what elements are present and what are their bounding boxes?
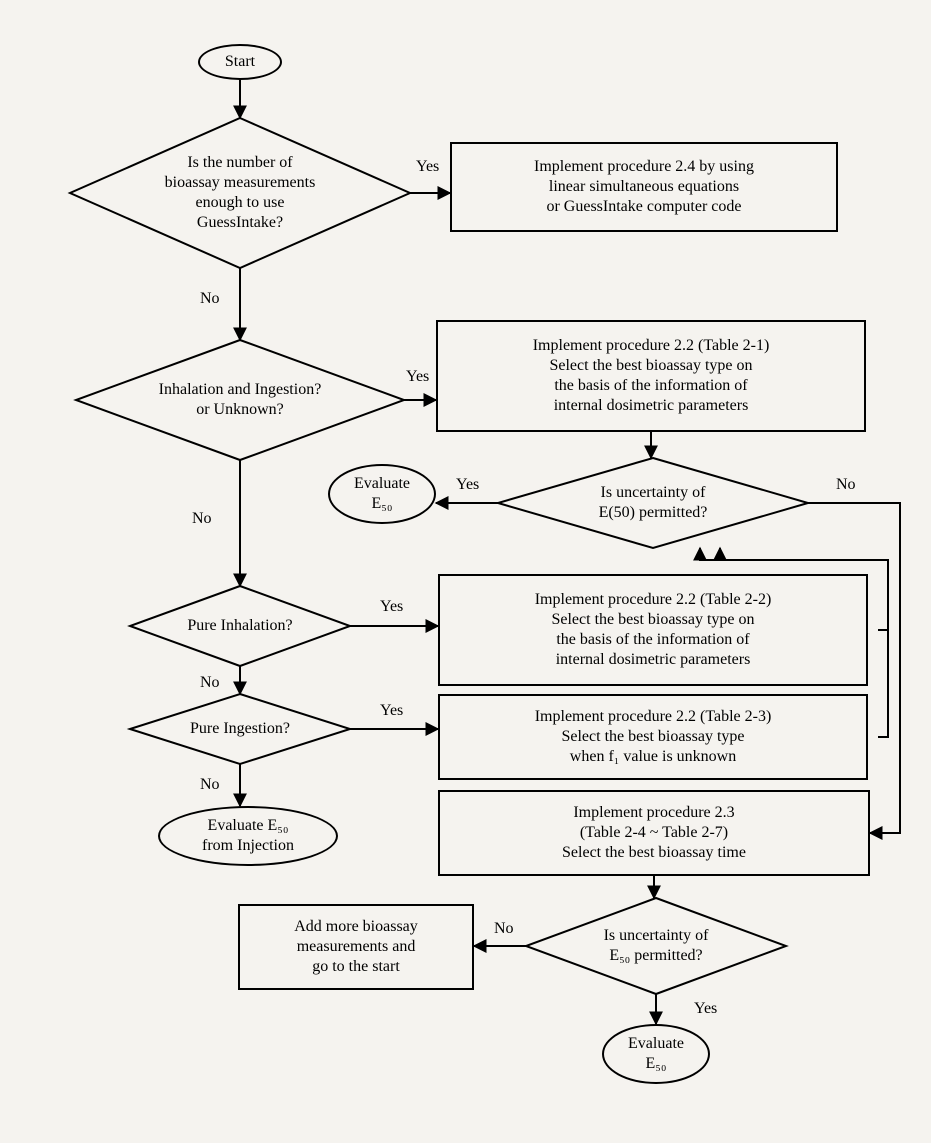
node-p1: Implement procedure 2.4 by usinglinear s… xyxy=(450,142,838,232)
node-d5: Pure Ingestion? xyxy=(176,709,304,750)
edge-label-d2_no: No xyxy=(192,510,212,528)
node-d6: Is uncertainty ofE₅₀ permitted? xyxy=(581,918,732,974)
node-evalE50_left: EvaluateE₅₀ xyxy=(328,464,436,524)
edge-label-d3_yes: Yes xyxy=(456,476,479,494)
edge-label-d5_yes: Yes xyxy=(380,702,403,720)
edge-label-d5_no: No xyxy=(200,776,220,794)
node-d2: Inhalation and Ingestion?or Unknown? xyxy=(145,365,335,435)
edge-label-d2_yes: Yes xyxy=(406,368,429,386)
edge-label-d4_no: No xyxy=(200,674,220,692)
edge-label-d1_no: No xyxy=(200,290,220,308)
node-start: Start xyxy=(198,44,282,80)
node-p2: Implement procedure 2.2 (Table 2-1)Selec… xyxy=(436,320,866,432)
edge-label-d1_yes: Yes xyxy=(416,158,439,176)
node-p3: Implement procedure 2.2 (Table 2-2)Selec… xyxy=(438,574,868,686)
node-p4: Implement procedure 2.2 (Table 2-3)Selec… xyxy=(438,694,868,780)
node-d1: Is the number ofbioassay measurementseno… xyxy=(141,150,338,237)
edge-label-d6_no: No xyxy=(494,920,514,938)
edge-label-d4_yes: Yes xyxy=(380,598,403,616)
node-evalE50_bot: EvaluateE₅₀ xyxy=(602,1024,710,1084)
edge-label-d3_no: No xyxy=(836,476,856,494)
edge-label-d6_yes: Yes xyxy=(694,1000,717,1018)
node-evalInj: Evaluate E₅₀from Injection xyxy=(158,806,338,866)
flowchart-canvas: Start Is the number ofbioassay measuremen… xyxy=(0,0,931,1143)
node-d4: Pure Inhalation? xyxy=(176,603,304,649)
node-d3: Is uncertainty ofE(50) permitted? xyxy=(563,477,743,529)
node-p5: Implement procedure 2.3(Table 2-4 ~ Tabl… xyxy=(438,790,870,876)
node-p6: Add more bioassaymeasurements andgo to t… xyxy=(238,904,474,990)
